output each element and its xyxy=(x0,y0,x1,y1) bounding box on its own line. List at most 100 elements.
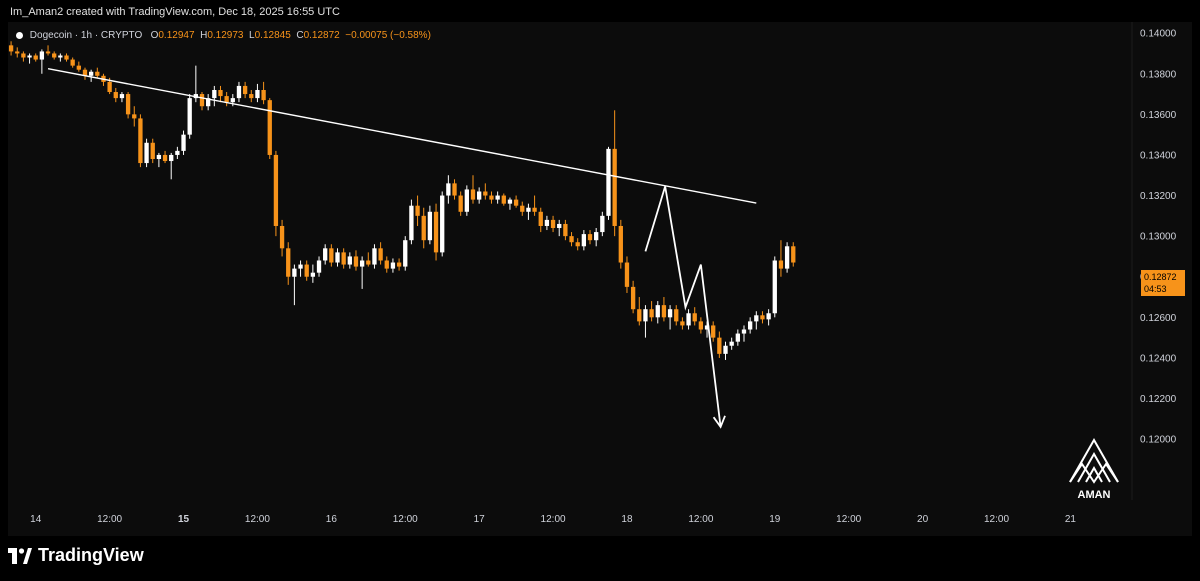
candle-body xyxy=(64,55,69,60)
candle-body xyxy=(698,321,704,330)
candle-body xyxy=(532,207,537,212)
candle-body xyxy=(495,195,500,200)
candle-body xyxy=(483,191,488,196)
price-tick-label: 0.13400 xyxy=(1140,150,1177,161)
candle-body xyxy=(95,71,100,76)
close-value: 0.12872 xyxy=(303,30,340,41)
time-tick-label: 12:00 xyxy=(836,514,861,525)
candle-body xyxy=(513,199,519,206)
candle-body xyxy=(359,260,365,267)
candle-body xyxy=(304,264,309,277)
candle-body xyxy=(144,142,149,164)
candle-body xyxy=(600,215,605,233)
time-tick-label: 12:00 xyxy=(688,514,713,525)
candle-body xyxy=(218,89,223,97)
candle-body xyxy=(267,100,272,155)
candle-body xyxy=(440,195,445,253)
candle-body xyxy=(741,329,747,334)
change-value: −0.00075 (−0.58%) xyxy=(345,30,431,41)
candle-body xyxy=(735,333,740,342)
candle-body xyxy=(150,142,155,160)
candle-body xyxy=(686,313,691,326)
candle-body xyxy=(661,305,667,318)
candle-body xyxy=(674,309,679,322)
candle-body xyxy=(353,256,359,267)
candle-body xyxy=(15,51,20,54)
candle-body xyxy=(8,45,14,52)
candle-body xyxy=(366,260,371,265)
candle-body xyxy=(199,94,205,107)
candle-body xyxy=(298,264,303,269)
candle-body xyxy=(711,325,716,338)
candle-body xyxy=(212,89,217,99)
plot-background xyxy=(8,22,1192,536)
candle-body xyxy=(261,89,266,101)
candle-body xyxy=(784,246,790,269)
candle-body xyxy=(680,321,685,326)
candle-body xyxy=(563,223,568,237)
time-tick-label: 18 xyxy=(621,514,633,525)
candle-body xyxy=(162,154,168,162)
low-value: 0.12845 xyxy=(254,30,291,41)
candle-body xyxy=(45,51,51,54)
candle-body xyxy=(606,148,611,216)
chart-credit: Im_Aman2 created with TradingView.com, D… xyxy=(10,6,340,18)
candle-body xyxy=(70,59,75,66)
candle-body xyxy=(637,309,642,322)
projection-arrowhead xyxy=(712,415,726,429)
price-tick-label: 0.14000 xyxy=(1140,29,1177,40)
time-tick-label: 19 xyxy=(769,514,781,525)
candle-body xyxy=(791,246,796,263)
aman-logo-icon: AMAN xyxy=(1069,437,1119,501)
candle-body xyxy=(323,248,328,261)
candle-body xyxy=(107,81,112,93)
candle-body xyxy=(649,309,654,318)
candle-body xyxy=(132,114,137,119)
high-value: 0.12973 xyxy=(207,30,244,41)
candle-body xyxy=(415,205,420,216)
symbol-name: Dogecoin · 1h · CRYPTO xyxy=(29,30,143,41)
time-tick-label: 21 xyxy=(1065,514,1077,525)
price-tick-label: 0.12600 xyxy=(1140,313,1177,324)
candle-body xyxy=(82,69,88,76)
candle-body xyxy=(550,219,556,229)
candle-body xyxy=(464,189,469,212)
candle-body xyxy=(316,260,322,273)
close-label: C xyxy=(296,30,304,41)
candle-body xyxy=(520,205,525,212)
candle-body xyxy=(156,154,162,160)
candlestick-chart[interactable]: 0.14000 0.13800 0.13600 0.13400 0.13200 0.130… xyxy=(8,22,1192,536)
candle-body xyxy=(181,134,186,151)
candle-body xyxy=(21,53,26,58)
candle-body xyxy=(27,55,32,58)
candle-body xyxy=(747,321,753,330)
candle-body xyxy=(242,85,248,95)
price-tick-label: 0.13800 xyxy=(1140,69,1177,80)
chart-area[interactable]: 0.14000 0.13800 0.13600 0.13400 0.13200 0.130… xyxy=(8,22,1192,536)
candle-body xyxy=(396,262,402,267)
candle-body xyxy=(52,53,57,58)
time-tick-label: 14 xyxy=(30,514,42,525)
candle-body xyxy=(125,94,131,115)
candle-body xyxy=(778,260,784,269)
candle-body xyxy=(347,256,352,265)
candle-body xyxy=(729,341,734,346)
candle-body xyxy=(390,262,396,269)
candle-body xyxy=(113,92,118,99)
candle-body xyxy=(489,195,494,200)
candle-body xyxy=(433,211,439,253)
candle-body xyxy=(557,223,562,229)
candle-body xyxy=(230,98,235,103)
time-tick-label: 12:00 xyxy=(97,514,122,525)
candle-body xyxy=(292,268,297,277)
time-tick-label: 16 xyxy=(326,514,338,525)
candle-body xyxy=(655,305,660,318)
bar-countdown: 04:53 xyxy=(1144,284,1167,294)
candle-body xyxy=(618,225,623,263)
candle-body xyxy=(39,51,45,60)
symbol-dot-icon xyxy=(16,32,23,39)
candle-body xyxy=(329,248,334,263)
candle-body xyxy=(538,211,543,226)
tradingview-brand[interactable]: TradingView xyxy=(8,545,144,566)
time-tick-label: 15 xyxy=(178,514,190,525)
